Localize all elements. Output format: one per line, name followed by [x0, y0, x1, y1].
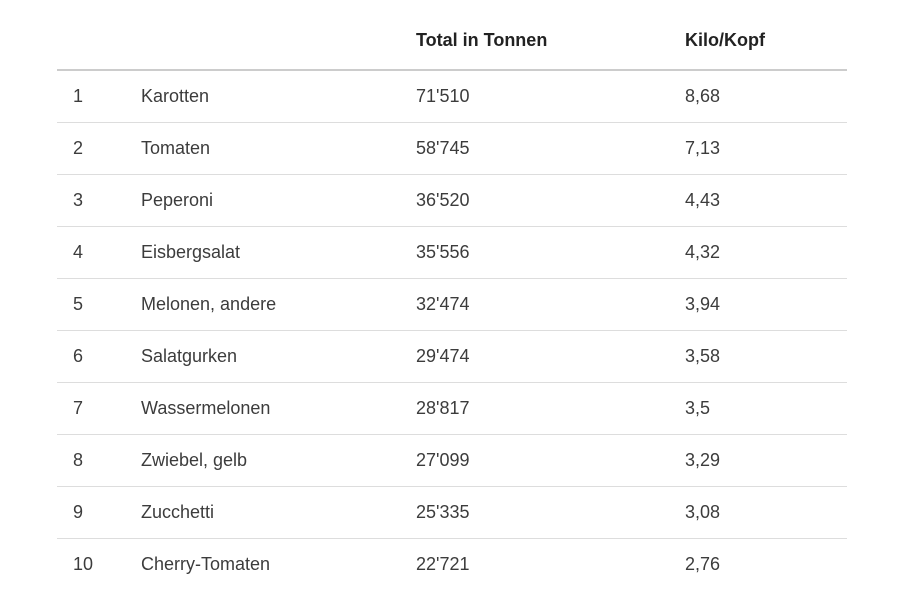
total-cell: 32'474 [416, 278, 685, 331]
total-cell: 28'817 [416, 382, 685, 435]
rank-cell: 9 [57, 486, 141, 539]
table-row: 5 Melonen, andere 32'474 3,94 [57, 278, 847, 331]
table-row: 4 Eisbergsalat 35'556 4,32 [57, 226, 847, 279]
name-cell: Melonen, andere [141, 278, 416, 331]
name-cell: Wassermelonen [141, 382, 416, 435]
rank-cell: 3 [57, 174, 141, 227]
kilo-cell: 3,29 [685, 434, 847, 487]
name-cell: Salatgurken [141, 330, 416, 383]
kilo-cell: 3,08 [685, 486, 847, 539]
total-cell: 27'099 [416, 434, 685, 487]
name-cell: Zucchetti [141, 486, 416, 539]
kilo-cell: 3,58 [685, 330, 847, 383]
vegetables-ranking-table: Total in Tonnen Kilo/Kopf 1 Karotten 71'… [57, 16, 847, 590]
rank-cell: 6 [57, 330, 141, 383]
rank-cell: 7 [57, 382, 141, 435]
table-row: 1 Karotten 71'510 8,68 [57, 70, 847, 123]
rank-cell: 2 [57, 122, 141, 175]
kilo-cell: 4,43 [685, 174, 847, 227]
kilo-cell: 4,32 [685, 226, 847, 279]
column-header-name [141, 16, 416, 71]
rank-cell: 10 [73, 554, 94, 574]
kilo-cell: 3,5 [685, 382, 847, 435]
total-cell: 22'721 [416, 554, 470, 574]
rank-cell: 1 [57, 70, 141, 123]
column-header-kilo: Kilo/Kopf [685, 16, 847, 71]
table-row: 9 Zucchetti 25'335 3,08 [57, 486, 847, 539]
column-header-total: Total in Tonnen [416, 16, 685, 71]
data-table-container: Total in Tonnen Kilo/Kopf 1 Karotten 71'… [57, 16, 847, 590]
kilo-cell: 7,13 [685, 122, 847, 175]
column-header-rank [57, 16, 141, 71]
table-row: 7 Wassermelonen 28'817 3,5 [57, 382, 847, 435]
kilo-cell: 8,68 [685, 70, 847, 123]
name-cell: Tomaten [141, 122, 416, 175]
rank-cell: 8 [57, 434, 141, 487]
rank-cell: 4 [57, 226, 141, 279]
kilo-cell: 2,76 [685, 554, 721, 574]
table-row: 3 Peperoni 36'520 4,43 [57, 174, 847, 227]
header-row: Total in Tonnen Kilo/Kopf [57, 16, 847, 71]
total-cell: 25'335 [416, 486, 685, 539]
name-cell: Eisbergsalat [141, 226, 416, 279]
table-row: 10 Cherry-Tomaten 22'721 2,76 [57, 539, 847, 591]
total-cell: 36'520 [416, 174, 685, 227]
table-row: 2 Tomaten 58'745 7,13 [57, 122, 847, 175]
table-row: 8 Zwiebel, gelb 27'099 3,29 [57, 434, 847, 487]
name-cell: Cherry-Tomaten [141, 554, 271, 574]
total-cell: 35'556 [416, 226, 685, 279]
name-cell: Peperoni [141, 174, 416, 227]
name-cell: Karotten [141, 70, 416, 123]
kilo-cell: 3,94 [685, 278, 847, 331]
total-cell: 29'474 [416, 330, 685, 383]
total-cell: 71'510 [416, 70, 685, 123]
table-row: 6 Salatgurken 29'474 3,58 [57, 330, 847, 383]
total-cell: 58'745 [416, 122, 685, 175]
rank-cell: 5 [57, 278, 141, 331]
name-cell: Zwiebel, gelb [141, 434, 416, 487]
